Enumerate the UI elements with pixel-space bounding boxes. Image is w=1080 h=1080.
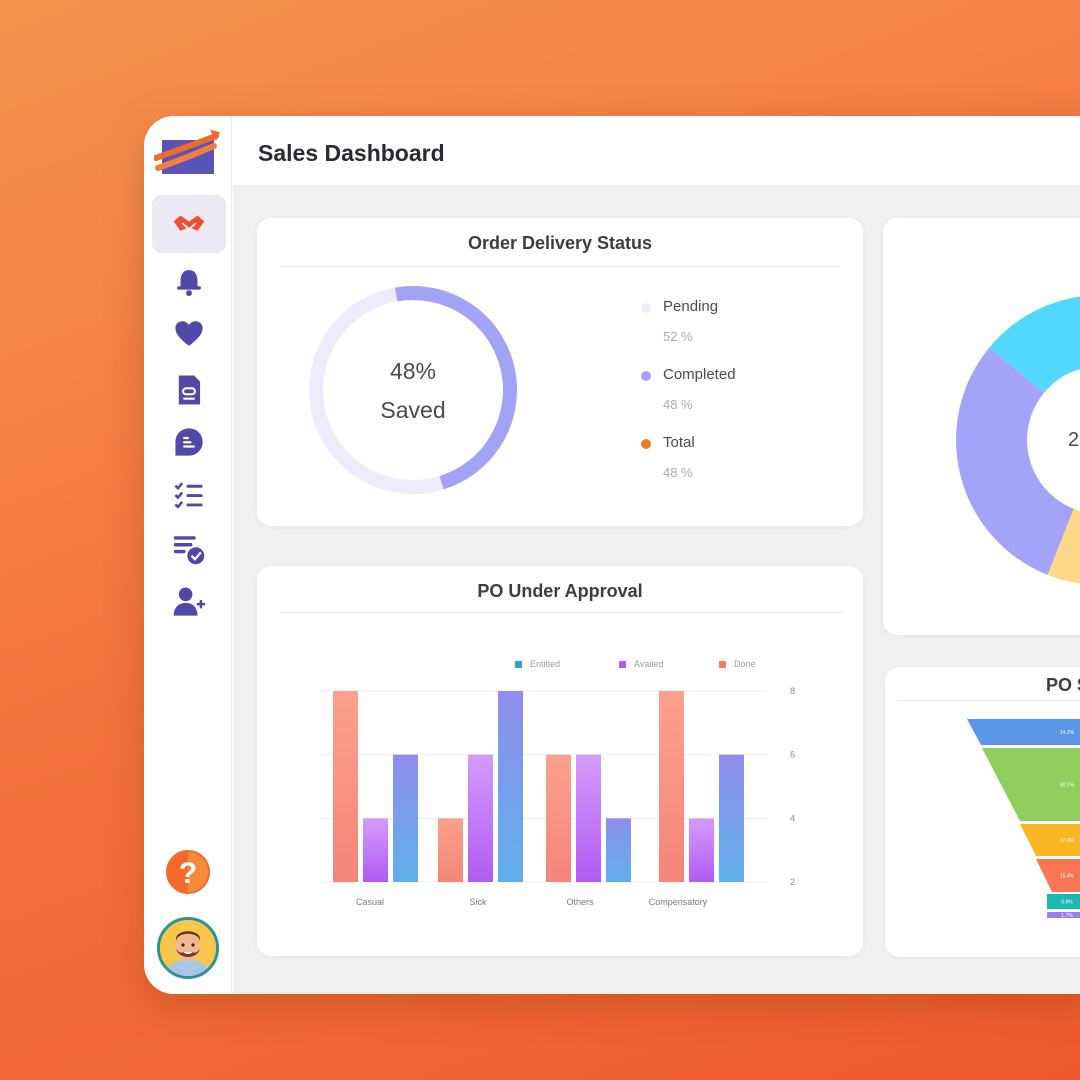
help-button[interactable]: ?: [166, 850, 210, 894]
legend-label: Total: [663, 434, 695, 451]
sidebar-item-dashboard[interactable]: [152, 195, 226, 253]
funnel-stage[interactable]: [1020, 824, 1080, 856]
bar-entitled-sick[interactable]: [438, 818, 463, 882]
bar-legend-item: Availed: [619, 659, 663, 669]
sidebar-item-messages[interactable]: [152, 413, 226, 471]
card-divider: [279, 612, 845, 613]
ring-progress: [309, 286, 517, 494]
funnel-stage-label: 6.6%: [1061, 900, 1073, 906]
x-tick-label: Others: [566, 897, 594, 907]
svg-text:?: ?: [179, 857, 197, 890]
funnel-stage-label: 40.1%: [1060, 783, 1075, 789]
funnel-stage-label: 1.7%: [1061, 913, 1073, 919]
sidebar-item-notifications[interactable]: [152, 253, 226, 311]
sidebar-item-documents[interactable]: [152, 361, 226, 419]
bar-legend-item: Entitled: [515, 659, 560, 669]
bar-legend-label: Availed: [634, 659, 663, 669]
heart-icon: [175, 321, 203, 346]
bar-done-sick[interactable]: [498, 691, 523, 882]
handshake-icon: [173, 215, 205, 231]
sidebar: ?: [144, 116, 232, 994]
category-donut-chart: 2: [956, 295, 1080, 585]
ring-center-value: 48%: [390, 358, 436, 384]
bar-availed-sick[interactable]: [468, 754, 493, 882]
po-approval-card: PO Under Approval Entitled Availed Done 8 6 4…: [257, 566, 863, 956]
y-tick-label: 8: [790, 686, 795, 696]
po-bar-chart: Entitled Availed Done 8 6 4 2 Casual Sick Others C…: [319, 659, 795, 907]
y-tick-label: 4: [790, 813, 795, 823]
user-avatar[interactable]: [157, 917, 219, 979]
funnel-stage-label: 17.2%: [1060, 838, 1075, 844]
question-icon: ?: [166, 850, 210, 894]
funnel-stage[interactable]: [967, 719, 1080, 745]
bell-icon: [177, 270, 201, 297]
chat-bubble-icon: [175, 428, 203, 456]
bar-availed-compensatory[interactable]: [689, 818, 714, 882]
delivery-progress-ring: 48% Saved: [309, 286, 517, 494]
bar-entitled-compensatory[interactable]: [659, 691, 684, 882]
funnel-stage-label: 15.4%: [1060, 874, 1075, 880]
page-title: Sales Dashboard: [258, 140, 445, 166]
bar-legend-label: Entitled: [530, 659, 560, 669]
document-icon: [178, 375, 201, 405]
y-tick-label: 2: [790, 877, 795, 887]
app-logo[interactable]: [153, 128, 222, 180]
x-tick-label: Sick: [469, 897, 487, 907]
donut-center-value: 2: [1068, 429, 1079, 451]
category-donut-card: 2: [883, 218, 1080, 635]
y-tick-label: 6: [790, 750, 795, 760]
sidebar-item-favorites[interactable]: [152, 305, 226, 363]
add-user-icon: [173, 587, 206, 616]
bar-done-casual[interactable]: [393, 754, 418, 882]
bar-entitled-others[interactable]: [546, 754, 571, 882]
funnel-stage[interactable]: [1047, 894, 1080, 909]
bar-legend-swatch: [619, 661, 626, 668]
bar-legend-item: Done: [719, 659, 756, 669]
donut-segment-purple[interactable]: [956, 347, 1074, 575]
sidebar-item-add-user[interactable]: [152, 573, 226, 631]
card-divider: [279, 266, 841, 267]
bar-legend-swatch: [515, 661, 522, 668]
bar-availed-others[interactable]: [576, 754, 601, 882]
bar-entitled-casual[interactable]: [333, 691, 358, 882]
bar-availed-casual[interactable]: [363, 818, 388, 882]
sidebar-item-tasks[interactable]: [152, 466, 226, 524]
app-window: ? Sales Dashboard Order Delivery Status: [144, 116, 1080, 994]
top-bar: Sales Dashboard: [233, 116, 1080, 186]
card-divider: [897, 700, 1080, 701]
legend-label: Completed: [663, 366, 736, 383]
sidebar-item-approvals[interactable]: [152, 520, 226, 578]
bar-legend-label: Done: [734, 659, 756, 669]
legend-value: 48 %: [663, 465, 693, 480]
list-check-icon: [173, 536, 205, 565]
x-tick-label: Casual: [356, 897, 384, 907]
funnel-stage[interactable]: [1036, 859, 1080, 892]
bar-done-others[interactable]: [606, 818, 631, 882]
checklist-icon: [174, 482, 203, 509]
funnel-stage[interactable]: [1047, 912, 1080, 918]
po-approval-title: PO Under Approval: [477, 581, 643, 601]
ring-center-label: Saved: [380, 397, 445, 423]
donut-segment-yellow[interactable]: [1047, 378, 1080, 585]
order-delivery-title: Order Delivery Status: [467, 233, 653, 253]
legend-value: 48 %: [663, 397, 693, 412]
funnel-stage-label: 14.2%: [1060, 730, 1075, 736]
funnel-stage[interactable]: [982, 748, 1080, 821]
po-status-title: PO S: [1046, 675, 1080, 695]
bar-legend-swatch: [719, 661, 726, 668]
bar-done-compensatory[interactable]: [719, 754, 744, 882]
legend-label: Pending: [663, 298, 719, 315]
po-funnel-chart: 14.2% 40.1% 17.2% 15.4% 6.6% 1.7%: [967, 719, 1080, 919]
order-delivery-card: Order Delivery Status 48% Saved Pending …: [257, 218, 863, 526]
po-status-card: PO S 14.2% 40.1% 17.2% 15.4% 6.6% 1.7%: [885, 667, 1080, 957]
legend-dot: [641, 303, 651, 313]
legend-value: 52 %: [663, 329, 693, 344]
donut-segment-cyan[interactable]: [989, 295, 1080, 393]
dashboard-content: Order Delivery Status 48% Saved Pending …: [233, 186, 1080, 994]
legend-dot: [641, 439, 651, 449]
legend-dot: [641, 371, 651, 381]
x-tick-label: Compensatory: [649, 897, 708, 907]
